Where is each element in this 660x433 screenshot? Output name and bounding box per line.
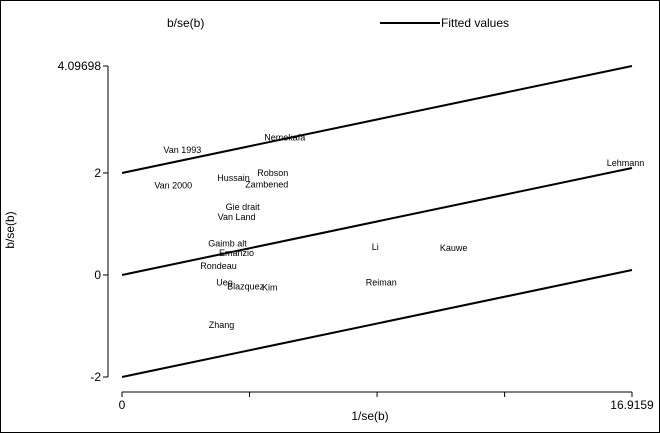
y-axis-ticks: -2 0 2 4.09698 [58,59,108,384]
fitted-line-2 [121,167,633,276]
point-label: Kauwe [440,243,468,253]
point-label: Li [372,242,379,252]
point-label: Ueo [216,278,233,288]
legend: b/se(b) Fitted values [167,16,509,30]
point-label: Nemekafa [264,132,305,142]
y-tick-label: 4.09698 [58,59,102,73]
point-label: Van 2000 [154,181,192,191]
point-label: Van 1993 [163,145,201,155]
point-label: Blazquez [227,282,265,292]
point-label: Rondeau [200,261,237,271]
point-label: Hussain [217,173,250,183]
point-labels: Van 1993 Nemekafa Van 2000 Hussain Robson Zam… [154,132,644,330]
legend-entry-points-label: b/se(b) [167,16,204,30]
x-tick-label: 0 [119,398,126,412]
legend-entry-fitted-label: Fitted values [441,16,509,30]
point-label: Gaimb alt [208,238,247,248]
x-axis-title: 1/se(b) [351,409,388,423]
y-axis-title: b/se(b) [3,211,17,248]
fitted-lines [121,65,633,378]
x-tick-label: 16.9159 [610,398,654,412]
y-tick-label: 0 [94,268,101,282]
point-label: Lehmann [607,158,645,168]
point-label: Gie drait [226,202,261,212]
fitted-line-1 [121,65,633,174]
point-label: Van Land [218,212,256,222]
point-label: Reiman [366,278,397,288]
point-label: Kim [262,283,278,293]
y-tick-label: 2 [94,166,101,180]
x-axis-ticks: 0 16.9159 [119,392,654,412]
point-label: Emanzio [219,248,254,258]
point-label: Zhang [209,320,235,330]
point-label: Zambened [245,180,288,190]
y-tick-label: -2 [90,370,101,384]
fitted-line-3 [121,269,633,378]
point-label: Robson [257,168,288,178]
